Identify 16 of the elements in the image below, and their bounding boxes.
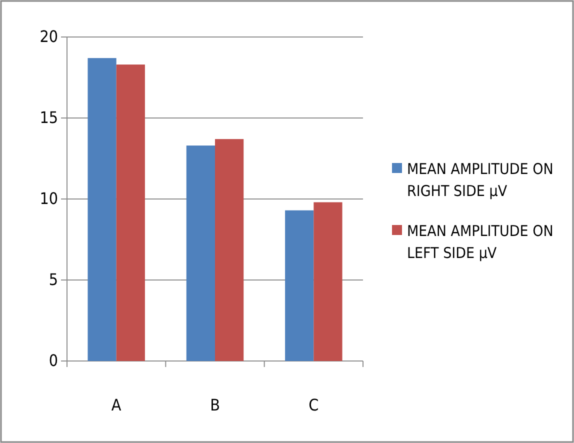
bar [215,139,244,361]
y-tick-label: 0 [48,351,58,370]
bar [116,64,145,361]
bar [88,58,116,361]
x-tick-label: C [308,395,319,414]
bar [285,210,314,361]
bar [186,146,215,361]
y-tick-label: 5 [48,270,58,290]
legend-label: MEAN AMPLITUDE ON LEFT SIDE µV [407,222,554,262]
bar [314,202,342,361]
legend-label: MEAN AMPLITUDE ON RIGHT SIDE µV [407,160,554,200]
x-tick-label: A [111,395,122,414]
y-tick-label: 20 [40,27,58,46]
y-tick-label: 10 [40,189,58,208]
y-tick-label: 15 [40,108,58,128]
x-tick-label: B [210,395,220,414]
